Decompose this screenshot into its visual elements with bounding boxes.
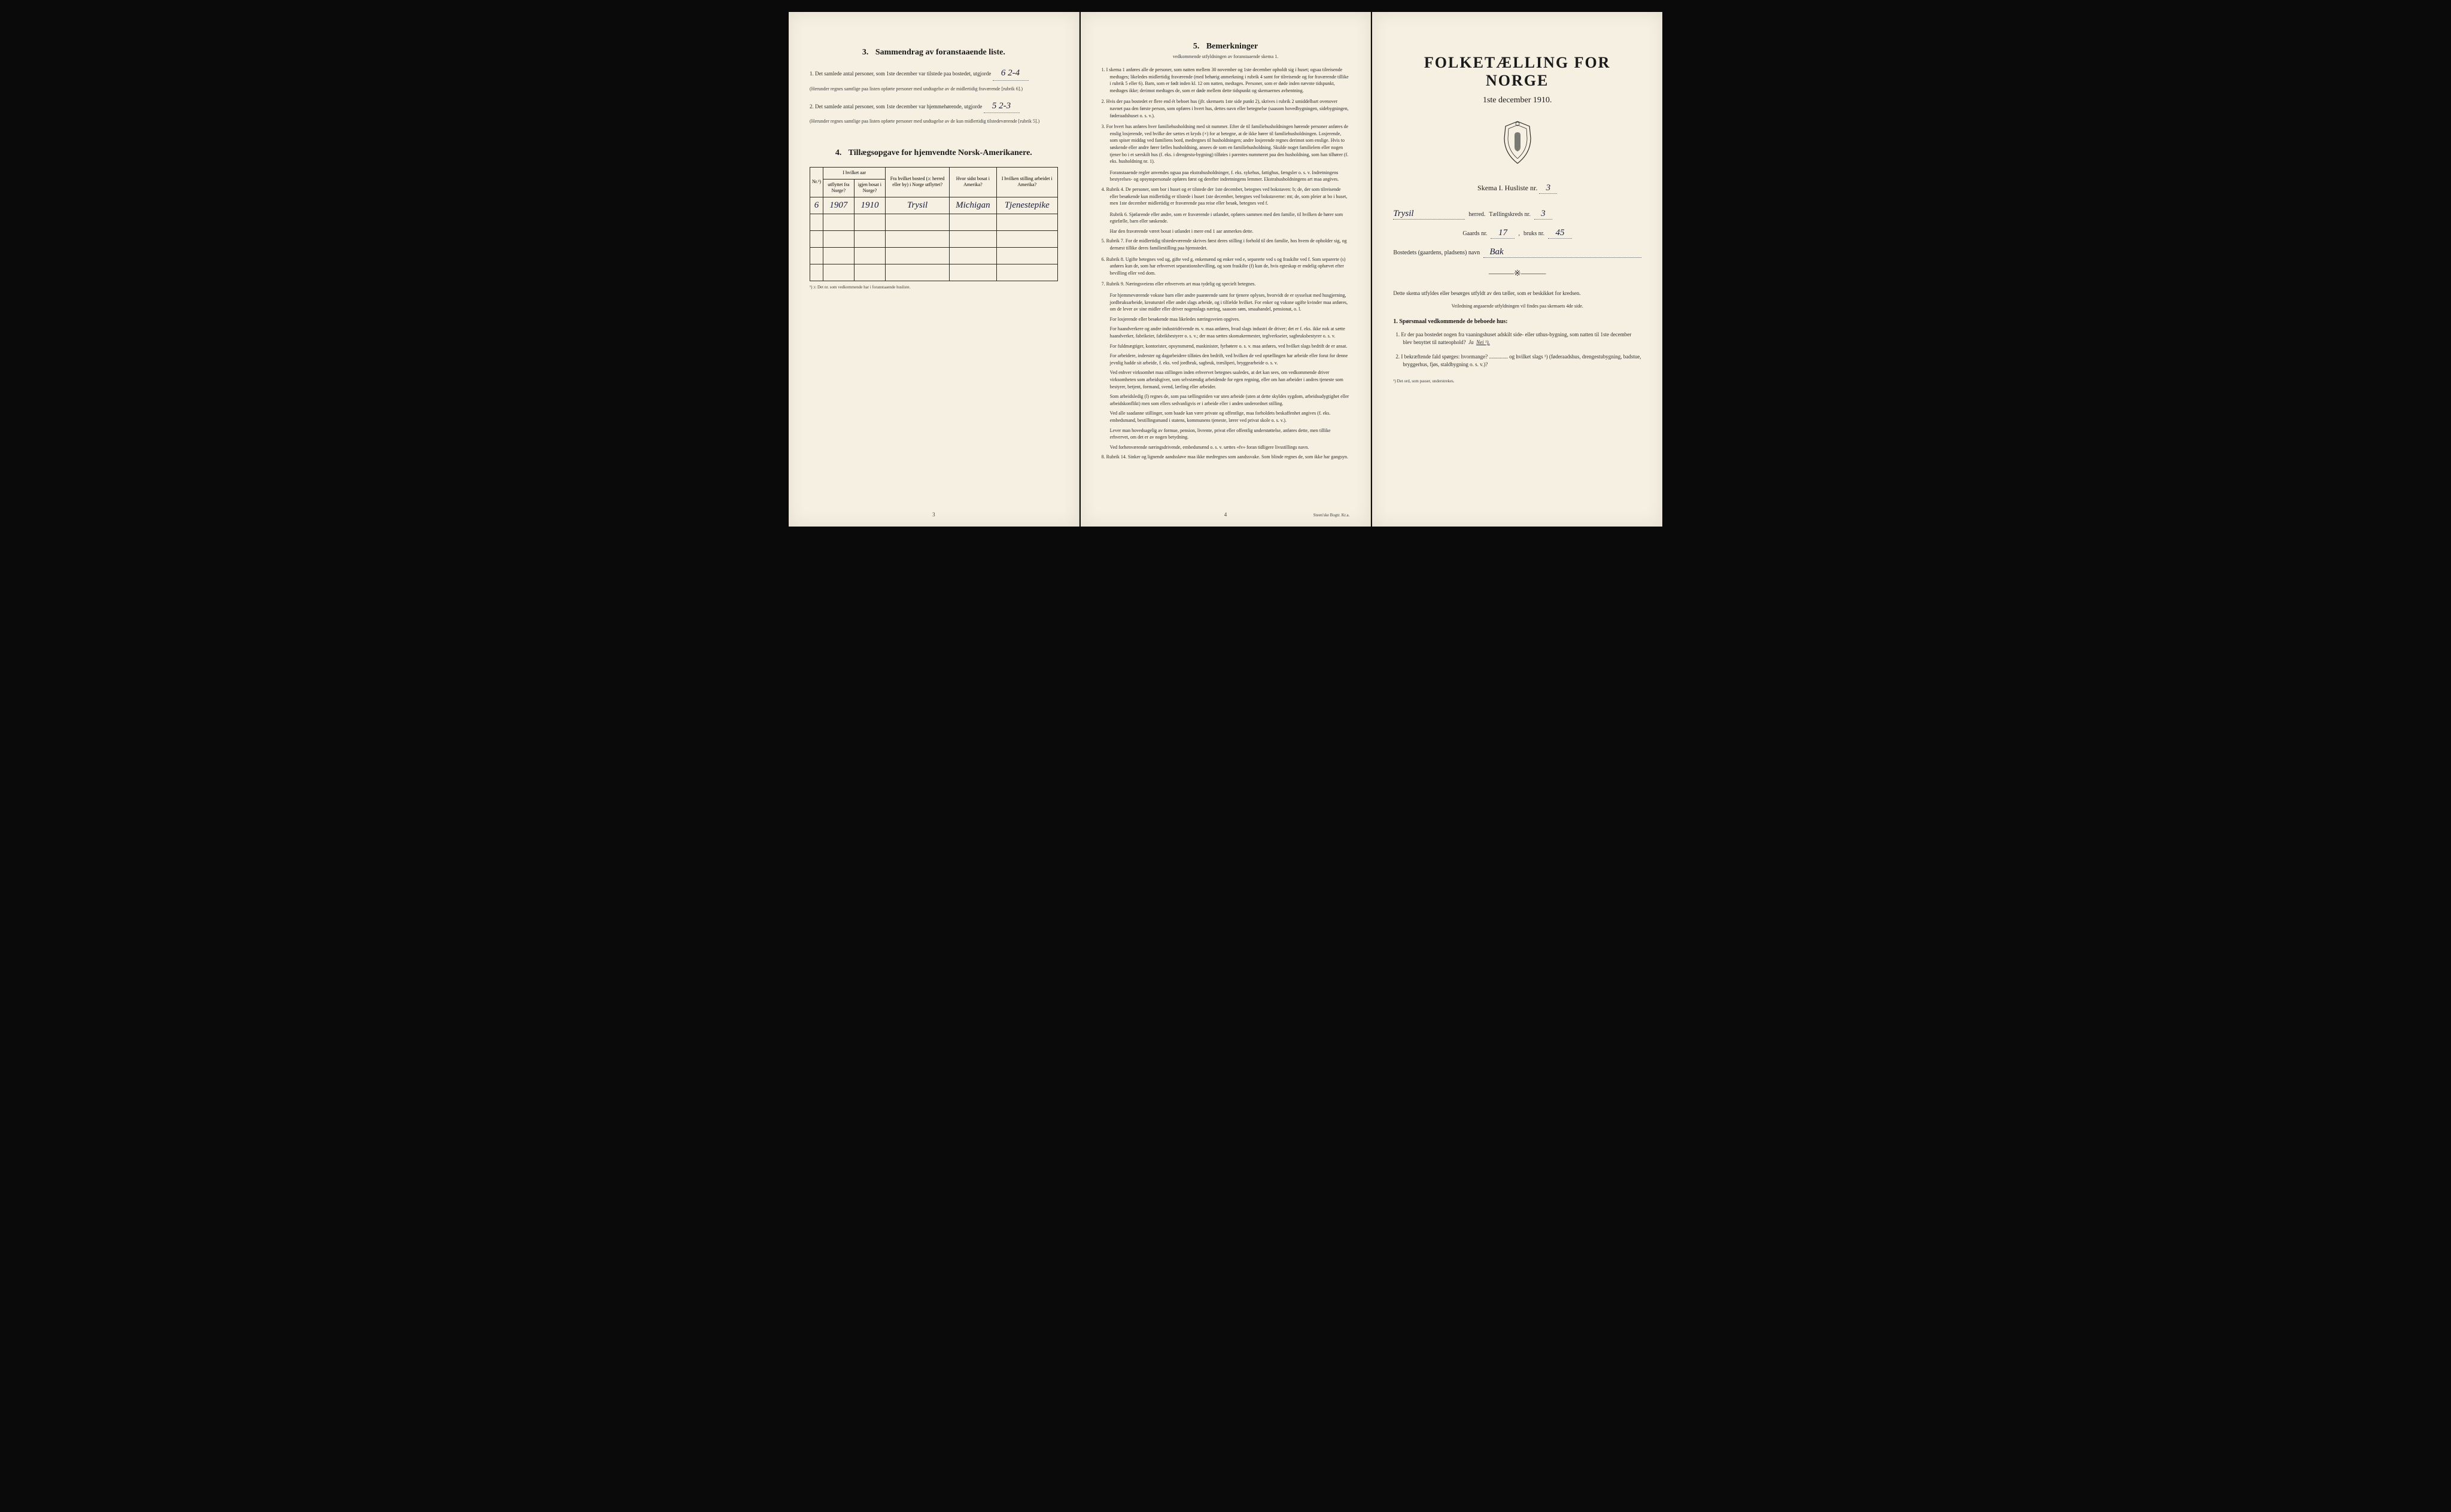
gaard-label: Gaards nr. (1462, 230, 1487, 237)
cell-bosted: Trysil (886, 197, 949, 214)
remark-7-sub-0: For hjemmeværende voksne barn eller andr… (1110, 292, 1350, 313)
remark-3-sub: Foranstaaende regler anvendes ogsaa paa … (1110, 169, 1350, 183)
section-5-heading: Bemerkninger (1206, 42, 1258, 51)
bruks-label: bruks nr. (1523, 230, 1544, 237)
remark-8: 8. Rubrik 14. Sinker og lignende aandssl… (1102, 454, 1350, 461)
skema-nr: 3 (1539, 183, 1557, 194)
taellingskreds-label: Tællingskreds nr. (1489, 211, 1530, 218)
remark-7-sub-8: Lever man hovedsagelig av formue, pensio… (1110, 427, 1350, 441)
remark-1: 1. I skema 1 anføres alle de personer, s… (1102, 66, 1350, 94)
table-row (810, 230, 1058, 247)
item-2-value: 5 2-3 (984, 99, 1020, 114)
table-header-row-1: Nr.¹) I hvilket aar Fra hvilket bosted (… (810, 168, 1058, 179)
remark-7-sub-5: Ved enhver virksomhet maa stillingen ind… (1110, 369, 1350, 390)
th-utflyttet: utflyttet fra Norge? (823, 179, 854, 197)
q1-nei: Nei ¹). (1476, 339, 1490, 345)
item-1-text: 1. Det samlede antal personer, som 1ste … (810, 71, 991, 77)
americans-table: Nr.¹) I hvilket aar Fra hvilket bosted (… (810, 167, 1058, 281)
remark-7-sub-4: For arbeidere, inderster og dagarbeidere… (1110, 352, 1350, 366)
item-2-text: 2. Det samlede antal personer, som 1ste … (810, 104, 982, 109)
q1-ja: Ja (1468, 339, 1474, 345)
remark-2: 2. Hvis der paa bostedet er flere end ét… (1102, 98, 1350, 119)
th-bosted: Fra hvilket bosted (ɔ: herred eller by) … (886, 168, 949, 197)
americans-table-container: Nr.¹) I hvilket aar Fra hvilket bosted (… (810, 167, 1058, 289)
printer-mark: Steen'ske Bogtr. Kr.a. (1313, 513, 1350, 518)
page-3: 3. Sammendrag av foranstaaende liste. 1.… (789, 12, 1079, 527)
gaard-value: 17 (1491, 228, 1515, 239)
page-number-4: 4 (1224, 512, 1227, 518)
page-title: FOLKETÆLLING FOR NORGE 1ste december 191… (1372, 12, 1662, 527)
th-stilling: I hvilken stilling arbeidet i Amerika? (996, 168, 1057, 197)
skema-line: Skema I. Husliste nr. 3 (1393, 183, 1641, 194)
bruks-value: 45 (1548, 228, 1572, 239)
remark-3: 3. For hvert hus anføres hver familiehus… (1102, 123, 1350, 165)
section-4-number: 4. (835, 148, 842, 157)
section-4-title: 4. Tillægsopgave for hjemvendte Norsk-Am… (810, 148, 1058, 158)
remark-4-sub-a: Rubrik 6. Sjøfarende eller andre, som er… (1110, 211, 1350, 225)
question-2: 2. I bekræftende fald spørges: hvormange… (1403, 353, 1641, 369)
remark-7-sub-3: For fuldmægtiger, kontorister, opsynsmæn… (1110, 343, 1350, 350)
th-amerika: Hvor sidst bosat i Amerika? (949, 168, 996, 197)
main-title: FOLKETÆLLING FOR NORGE (1393, 54, 1641, 90)
coat-of-arms-icon (1393, 120, 1641, 168)
remark-4: 4. Rubrik 4. De personer, som bor i huse… (1102, 186, 1350, 207)
remark-7-sub-6: Som arbeidsledig (l) regnes de, som paa … (1110, 393, 1350, 407)
census-date: 1ste december 1910. (1393, 96, 1641, 105)
section-5-number: 5. (1193, 42, 1200, 51)
herred-line: Trysil herred. Tællingskreds nr. 3 (1393, 209, 1641, 220)
bosted-value: Bak (1483, 247, 1641, 258)
bosted-label: Bostedets (gaardens, pladsens) navn (1393, 250, 1480, 256)
remark-7-sub-2: For haandverkere og andre industridriven… (1110, 325, 1350, 339)
page-number-3: 3 (932, 512, 935, 518)
item-1-note: (Herunder regnes samtlige paa listen opf… (810, 86, 1058, 92)
remark-7-sub-1: For losjerende eller besøkende maa likel… (1110, 316, 1350, 323)
section-5-title: 5. Bemerkninger (1102, 42, 1350, 51)
instruction-2: Veiledning angaaende utfyldningen vil fi… (1393, 303, 1641, 310)
page-4: 5. Bemerkninger vedkommende utfyldningen… (1081, 12, 1372, 527)
section-5-subtitle: vedkommende utfyldningen av foranstaaend… (1102, 54, 1350, 59)
section-3-title: 3. Sammendrag av foranstaaende liste. (810, 48, 1058, 57)
bosted-line: Bostedets (gaardens, pladsens) navn Bak (1393, 247, 1641, 258)
remark-5: 5. Rubrik 7. For de midlertidig tilstede… (1102, 238, 1350, 251)
item-2-note: (Herunder regnes samtlige paa listen opf… (810, 118, 1058, 124)
question-1: 1. Er der paa bostedet nogen fra vaaning… (1403, 331, 1641, 347)
cell-nr: 6 (810, 197, 823, 214)
questions-title: 1. Spørsmaal vedkommende de beboede hus: (1393, 318, 1641, 325)
table-row (810, 264, 1058, 281)
remark-6: 6. Rubrik 8. Ugifte betegnes ved ug, gif… (1102, 256, 1350, 277)
th-igjen: igjen bosat i Norge? (854, 179, 886, 197)
item-1-value: 6 2-4 (993, 66, 1029, 81)
gaard-line: Gaards nr. 17, bruks nr. 45 (1393, 228, 1641, 239)
th-aar: I hvilket aar (823, 168, 886, 179)
question-1-text: 1. Er der paa bostedet nogen fra vaaning… (1395, 331, 1631, 346)
table-row: 6 1907 1910 Trysil Michigan Tjenestepike (810, 197, 1058, 214)
remark-7-sub-7: Ved alle saadanne stillinger, som baade … (1110, 410, 1350, 424)
remark-4-sub-b: Har den fraværende været bosat i utlande… (1110, 228, 1350, 235)
section-3-number: 3. (862, 48, 869, 57)
table-body: 6 1907 1910 Trysil Michigan Tjenestepike (810, 197, 1058, 281)
remark-7: 7. Rubrik 9. Næringsveiens eller erhverv… (1102, 281, 1350, 288)
table-row (810, 247, 1058, 264)
item-2: 2. Det samlede antal personer, som 1ste … (810, 99, 1058, 114)
taellingskreds-value: 3 (1534, 209, 1552, 220)
ornament-icon: ―――※――― (1393, 269, 1641, 279)
section-4-heading: Tillægsopgave for hjemvendte Norsk-Ameri… (849, 148, 1032, 157)
table-footnote: ¹) ɔ: Det nr. som vedkommende har i fora… (810, 285, 1058, 290)
instruction-1: Dette skema utfyldes eller besørges utfy… (1393, 290, 1641, 298)
cell-ut: 1907 (823, 197, 854, 214)
section-3-heading: Sammendrag av foranstaaende liste. (875, 48, 1005, 57)
herred-value: Trysil (1393, 209, 1465, 220)
cell-amerika: Michigan (949, 197, 996, 214)
cell-igjen: 1910 (854, 197, 886, 214)
cell-stilling: Tjenestepike (996, 197, 1057, 214)
census-form-document: 3. Sammendrag av foranstaaende liste. 1.… (789, 12, 1662, 527)
item-1: 1. Det samlede antal personer, som 1ste … (810, 66, 1058, 81)
herred-label: herred. (1468, 211, 1485, 218)
remark-7-sub-9: Ved forhenværende næringsdrivende, embed… (1110, 444, 1350, 451)
skema-label: Skema I. Husliste nr. (1477, 184, 1537, 192)
table-row (810, 214, 1058, 230)
footnote-1: ¹) Det ord, som passer, understrekes. (1393, 379, 1641, 384)
th-nr: Nr.¹) (810, 168, 823, 197)
